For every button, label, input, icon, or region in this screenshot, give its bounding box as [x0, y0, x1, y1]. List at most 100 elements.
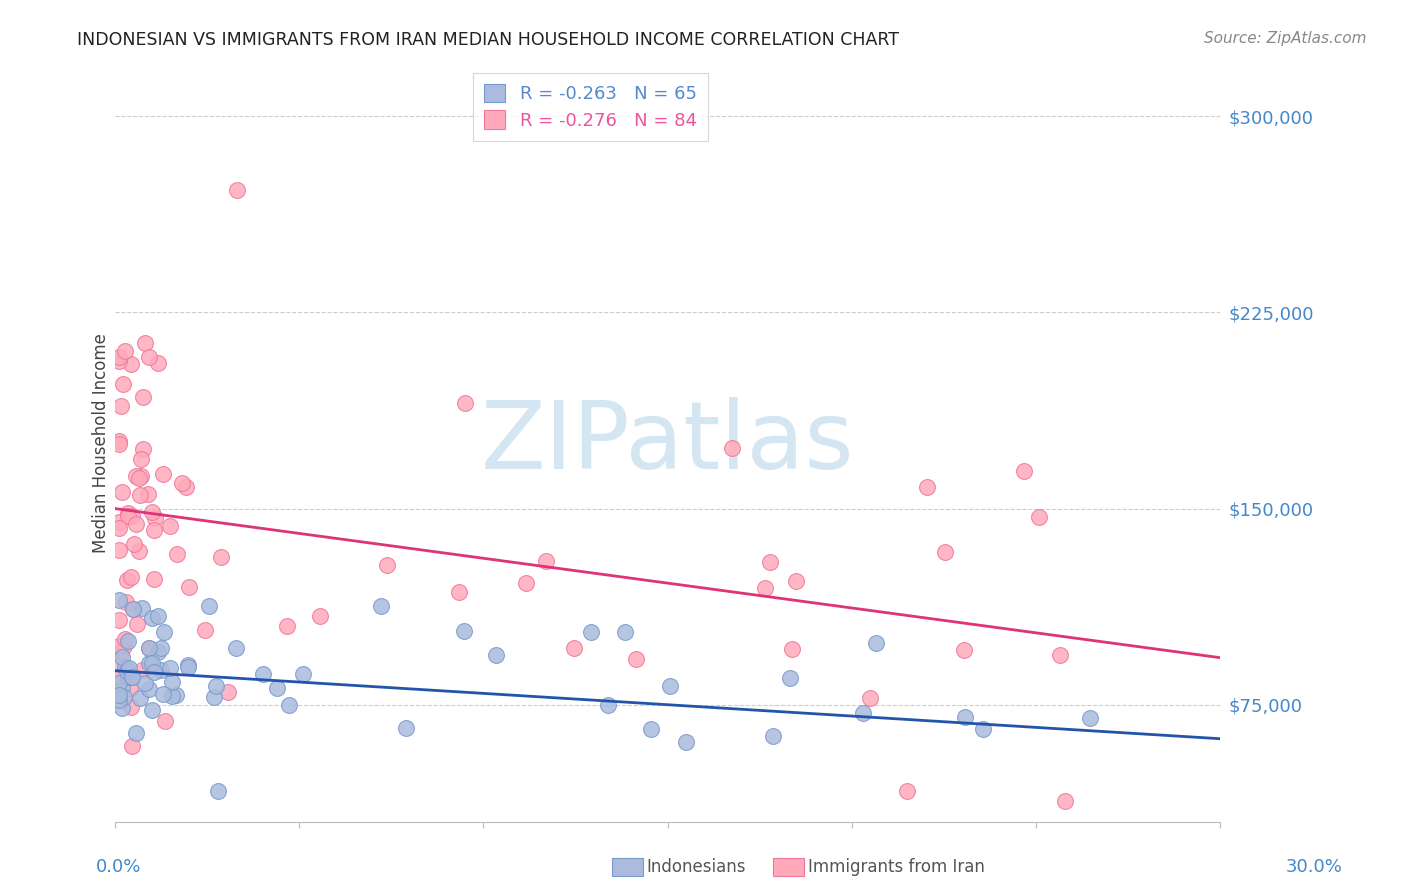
- Point: [217, 684, 239, 698]
- Point: [204, 679, 226, 693]
- Point: [160, 675, 183, 690]
- Point: [141, 505, 163, 519]
- Point: [108, 521, 131, 535]
- Point: [108, 434, 131, 448]
- Point: [111, 701, 134, 715]
- Point: [225, 641, 247, 656]
- Point: [952, 643, 974, 657]
- Point: [138, 657, 160, 671]
- Point: [108, 437, 131, 451]
- Point: [120, 357, 142, 371]
- Point: [152, 688, 174, 702]
- Point: [120, 570, 142, 584]
- Point: [624, 652, 647, 666]
- Point: [143, 523, 166, 537]
- Point: [198, 599, 221, 613]
- Point: [659, 679, 682, 693]
- Point: [141, 657, 163, 671]
- Point: [114, 660, 136, 674]
- Point: [117, 670, 139, 684]
- Point: [138, 350, 160, 364]
- Point: [115, 595, 138, 609]
- Point: [579, 625, 602, 640]
- Point: [177, 580, 200, 594]
- Point: [166, 548, 188, 562]
- Point: [122, 601, 145, 615]
- Point: [170, 475, 193, 490]
- Point: [108, 353, 131, 368]
- Point: [614, 625, 637, 640]
- Point: [159, 519, 181, 533]
- Point: [160, 690, 183, 704]
- Point: [177, 659, 200, 673]
- Legend: R = -0.263   N = 65, R = -0.276   N = 84: R = -0.263 N = 65, R = -0.276 N = 84: [472, 73, 707, 141]
- Point: [1028, 509, 1050, 524]
- Point: [146, 645, 169, 659]
- Point: [1054, 795, 1077, 809]
- Point: [122, 536, 145, 550]
- Point: [146, 609, 169, 624]
- Point: [122, 601, 145, 615]
- Point: [252, 666, 274, 681]
- Point: [934, 545, 956, 559]
- Point: [129, 451, 152, 466]
- Point: [759, 556, 782, 570]
- Point: [143, 511, 166, 525]
- Point: [131, 663, 153, 677]
- Point: [114, 632, 136, 646]
- Point: [132, 390, 155, 404]
- Point: [278, 698, 301, 713]
- Point: [779, 671, 801, 685]
- Point: [108, 543, 131, 558]
- Point: [453, 624, 475, 638]
- Point: [121, 508, 143, 523]
- Point: [276, 619, 298, 633]
- Point: [117, 508, 139, 523]
- Text: Indonesians: Indonesians: [647, 858, 747, 876]
- Point: [121, 670, 143, 684]
- Point: [395, 721, 418, 735]
- Point: [120, 682, 142, 697]
- Point: [108, 676, 131, 690]
- Point: [142, 665, 165, 680]
- Point: [134, 675, 156, 690]
- Point: [309, 608, 332, 623]
- Point: [150, 640, 173, 655]
- Point: [150, 663, 173, 677]
- Point: [785, 574, 807, 589]
- Point: [177, 657, 200, 672]
- Point: [515, 576, 537, 591]
- Point: [108, 613, 131, 627]
- Point: [108, 671, 131, 685]
- Point: [132, 442, 155, 456]
- Point: [131, 601, 153, 615]
- Point: [762, 730, 785, 744]
- Point: [972, 723, 994, 737]
- Point: [120, 699, 142, 714]
- Point: [176, 480, 198, 494]
- Point: [111, 485, 134, 500]
- Y-axis label: Median Household Income: Median Household Income: [93, 334, 110, 553]
- Point: [129, 487, 152, 501]
- Point: [111, 376, 134, 391]
- Text: Immigrants from Iran: Immigrants from Iran: [808, 858, 986, 876]
- Point: [225, 183, 247, 197]
- Point: [143, 572, 166, 586]
- Point: [117, 661, 139, 675]
- Point: [108, 693, 131, 707]
- Text: INDONESIAN VS IMMIGRANTS FROM IRAN MEDIAN HOUSEHOLD INCOME CORRELATION CHART: INDONESIAN VS IMMIGRANTS FROM IRAN MEDIA…: [77, 31, 900, 49]
- Point: [138, 641, 160, 656]
- Point: [117, 634, 139, 648]
- Point: [138, 640, 160, 655]
- Text: 30.0%: 30.0%: [1286, 858, 1343, 876]
- Point: [134, 336, 156, 351]
- Point: [953, 709, 976, 723]
- Text: ZIPatlas: ZIPatlas: [481, 397, 855, 489]
- Point: [266, 681, 288, 696]
- Point: [915, 481, 938, 495]
- Point: [852, 706, 875, 721]
- Point: [115, 574, 138, 588]
- Point: [534, 554, 557, 568]
- Point: [375, 558, 398, 572]
- Point: [108, 639, 131, 653]
